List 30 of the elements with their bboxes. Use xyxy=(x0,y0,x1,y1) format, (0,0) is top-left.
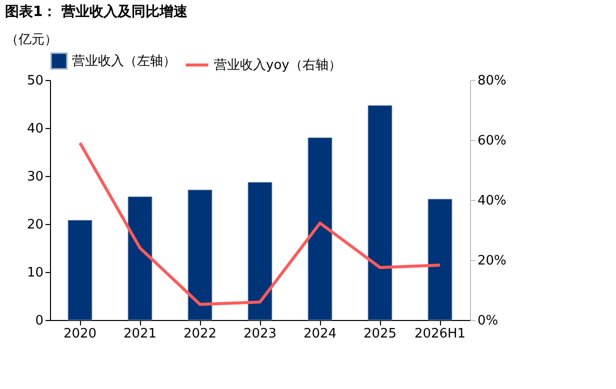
y2-tick-label: 80% xyxy=(478,74,506,88)
y-tick-label: 10 xyxy=(26,266,44,280)
x-tick-label: 2026H1 xyxy=(414,326,466,342)
y2-tick-label: 0% xyxy=(478,314,498,328)
x-tick-label: 2020 xyxy=(63,326,97,342)
line-series xyxy=(78,142,442,306)
x-tick-label: 2024 xyxy=(303,326,337,342)
y-tick-label: 20 xyxy=(26,218,44,232)
x-tick-label: 2025 xyxy=(363,326,397,342)
bar xyxy=(308,137,332,320)
bar xyxy=(428,198,452,320)
legend-label: 营业收入（左轴） xyxy=(72,54,176,69)
x-tick-label: 2021 xyxy=(123,326,157,342)
y-tick-label: 50 xyxy=(26,74,44,88)
y2-tick-label: 20% xyxy=(478,254,506,268)
bar xyxy=(368,105,392,320)
y2-tick-label: 60% xyxy=(478,134,506,148)
bar xyxy=(128,196,152,320)
y-tick-label: 40 xyxy=(26,122,44,136)
y2-tick-label: 40% xyxy=(478,194,506,208)
x-tick-label: 2023 xyxy=(243,326,277,342)
y-tick-label: 0 xyxy=(35,314,44,328)
bar xyxy=(248,182,272,320)
legend-label: 营业收入yoy（右轴） xyxy=(214,58,342,73)
bar xyxy=(68,220,92,320)
y-axis-title: （亿元） xyxy=(6,32,58,48)
x-tick-label: 2022 xyxy=(183,326,217,342)
bar xyxy=(188,190,212,320)
y-tick-label: 30 xyxy=(26,170,44,184)
chart-title: 图表1： 营业收入及同比增速 xyxy=(5,4,189,20)
